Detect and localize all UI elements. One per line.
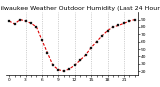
Text: Milwaukee Weather Outdoor Humidity (Last 24 Hours): Milwaukee Weather Outdoor Humidity (Last…: [0, 6, 160, 11]
